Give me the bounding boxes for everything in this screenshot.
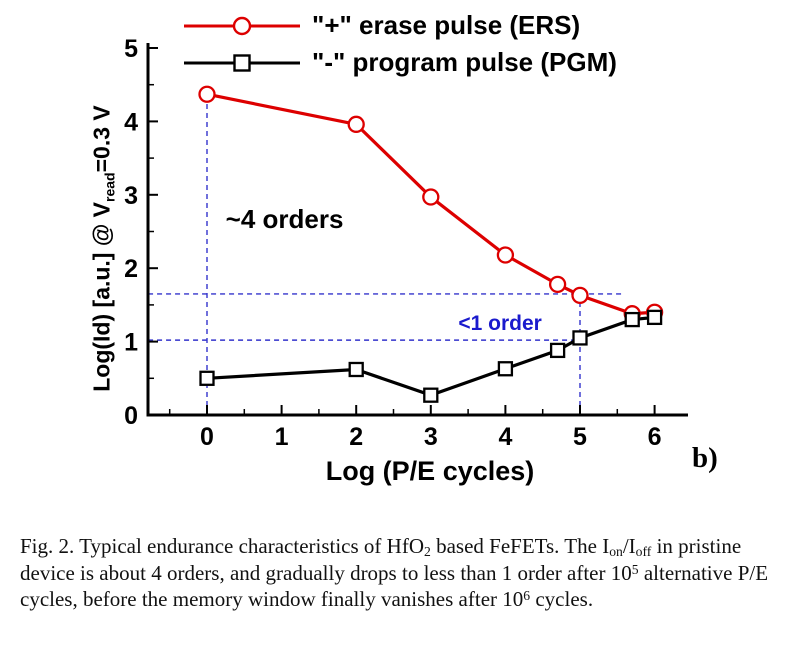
ers-legend-circle [232,16,252,35]
data-point-square [423,387,439,403]
data-point-square [348,361,364,378]
legend-item-ers: "+" erase pulse (ERS) [178,8,617,43]
y-axis-label-tail: =0.3 V [88,105,115,173]
series-line [206,92,655,316]
x-tick-label: 3 [424,423,438,451]
caption-segment: cycles. [530,587,594,612]
y-tick-label: 3 [124,182,138,210]
annotation: <1 order [458,312,541,335]
y-tick-label: 5 [124,35,138,63]
data-point-circle [347,115,365,133]
legend-label-pgm: "-" program pulse (PGM) [312,47,617,77]
y-axis-label-subscript: read [101,172,118,202]
legend-item-pgm: "-" program pulse (PGM) [178,45,617,80]
figure-caption: Fig. 2. Typical endurance characteristic… [20,533,772,613]
data-point-square [624,311,640,328]
x-tick-label: 1 [275,423,289,451]
y-tick-label: 4 [124,108,138,136]
caption-segment: off [635,544,652,559]
annotation: ~4 orders [226,204,344,234]
data-point-square [497,361,514,377]
pgm-marker-icon [184,53,300,72]
data-point-circle [548,275,567,293]
pgm-legend-square [233,53,251,72]
caption-segment: on [609,544,623,559]
data-point-circle [571,286,589,305]
caption-segment: alternative P/E cycles, before the memor… [20,561,769,612]
data-point-square [549,342,566,359]
x-tick-label: 0 [200,423,214,451]
endurance-chart: 0 1 2 3 4 5 6 0 1 2 3 4 5 ~4 orders <1 order [124,35,688,451]
ers-marker-icon [184,16,300,35]
series-line [206,315,655,397]
y-tick-label: 0 [124,402,138,430]
data-point-circle [496,246,515,264]
x-axis-label: Log (P/E cycles) [325,456,535,486]
y-axis-label-main: Log(Id) [a.u.] @ V [88,201,115,392]
x-tick-label: 5 [573,423,587,451]
panel-label: b) [692,442,718,474]
y-tick-label: 1 [124,329,138,357]
legend: "+" erase pulse (ERS) "-" program pulse … [178,8,617,80]
caption-segment: 6 [523,588,531,604]
caption-segment: 5 [631,562,639,578]
data-point-square [199,370,215,386]
data-point-circle [422,188,440,206]
caption-segment: Fig. 2. Typical endurance characteristic… [20,534,424,558]
data-point-square [572,330,588,346]
legend-label-ers: "+" erase pulse (ERS) [312,10,581,40]
x-tick-label: 2 [349,423,363,451]
x-tick-label: 6 [648,423,662,451]
data-point-square [646,309,663,326]
y-tick-label: 2 [124,255,138,283]
x-tick-label: 4 [498,423,512,451]
caption-segment: in pristine device is about 4 orders, an… [20,534,742,586]
caption-segment: based FeFETs. The I [430,534,610,558]
data-point-circle [198,85,216,103]
caption-segment: /I [622,534,636,558]
caption-segment: 2 [424,544,431,559]
y-axis-label: Log(Id) [a.u.] @ Vread=0.3 V [89,39,118,459]
